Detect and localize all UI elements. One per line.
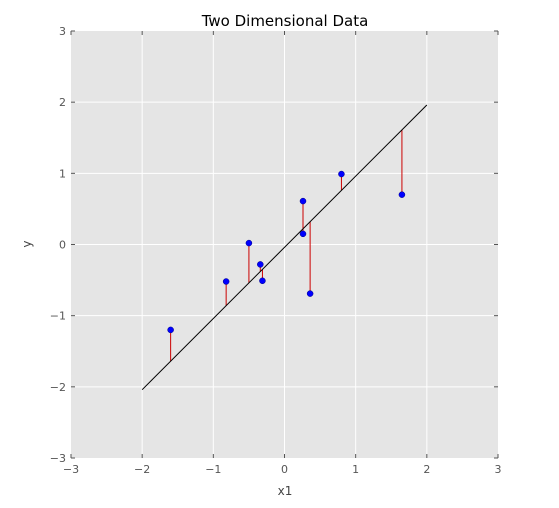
data-point xyxy=(398,191,406,198)
fit-line xyxy=(141,104,428,391)
data-point xyxy=(222,278,230,285)
x-tick-label: 2 xyxy=(423,463,430,476)
x-tick-label: −2 xyxy=(134,463,150,476)
chart-title: Two Dimensional Data xyxy=(201,12,369,30)
data-point xyxy=(257,261,264,268)
data-point xyxy=(338,170,345,178)
data-point xyxy=(167,326,174,334)
data-point xyxy=(299,197,307,205)
x-tick-label: −3 xyxy=(63,463,79,476)
y-tick-label: −1 xyxy=(50,310,66,323)
y-tick-label: 2 xyxy=(59,96,66,109)
x-tick-label: 0 xyxy=(281,463,288,476)
y-tick-label: 0 xyxy=(59,239,66,252)
y-tick-label: −3 xyxy=(50,452,66,465)
y-tick-label: 3 xyxy=(59,25,66,38)
axis-ticks: −3 −2 −1 0 1 2 3 −3 −2 −1 0 1 2 3 xyxy=(50,25,502,476)
y-tick-label: 1 xyxy=(59,167,66,180)
x-tick-label: 3 xyxy=(495,463,502,476)
grid-lines xyxy=(71,31,498,458)
data-point xyxy=(245,239,253,247)
data-point xyxy=(299,230,307,238)
y-axis-label: y xyxy=(20,240,34,247)
data-point xyxy=(259,277,266,285)
data-points xyxy=(167,170,406,334)
data-point xyxy=(306,290,314,297)
y-tick-label: −2 xyxy=(50,381,66,394)
x-tick-label: 1 xyxy=(352,463,359,476)
x-tick-label: −1 xyxy=(205,463,221,476)
x-axis-label: x1 xyxy=(278,484,293,498)
residual-lines xyxy=(170,129,403,362)
